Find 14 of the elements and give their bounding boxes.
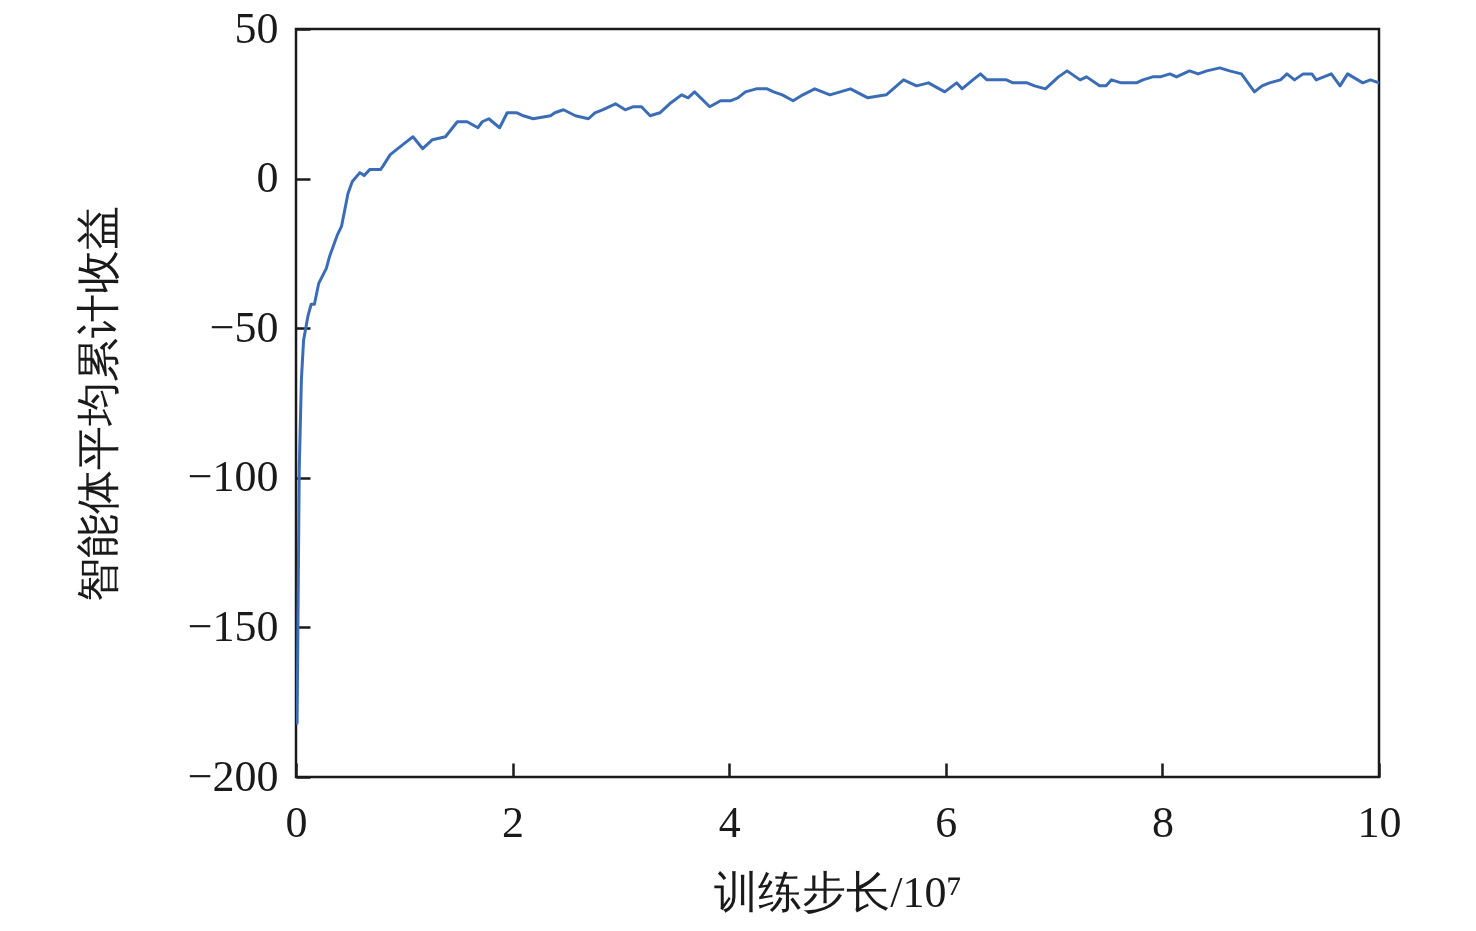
y-tick-label: 0 xyxy=(256,153,279,203)
x-tick-label: 10 xyxy=(1357,797,1402,847)
y-axis-title: 智能体平均累计收益 xyxy=(73,205,123,602)
y-tick-label: −200 xyxy=(187,751,279,801)
line-series xyxy=(296,66,1379,725)
x-tick-label: 6 xyxy=(935,797,958,847)
x-tick-label: 8 xyxy=(1151,797,1174,847)
x-tick-label: 2 xyxy=(502,797,525,847)
x-tick-label: 4 xyxy=(718,797,741,847)
y-tick-label: −150 xyxy=(187,601,279,651)
x-axis-title: 训练步长/10⁷ xyxy=(714,867,962,917)
y-tick-label: 50 xyxy=(234,3,279,53)
y-tick-label: −100 xyxy=(187,452,279,502)
y-tick-label: −50 xyxy=(209,302,279,352)
